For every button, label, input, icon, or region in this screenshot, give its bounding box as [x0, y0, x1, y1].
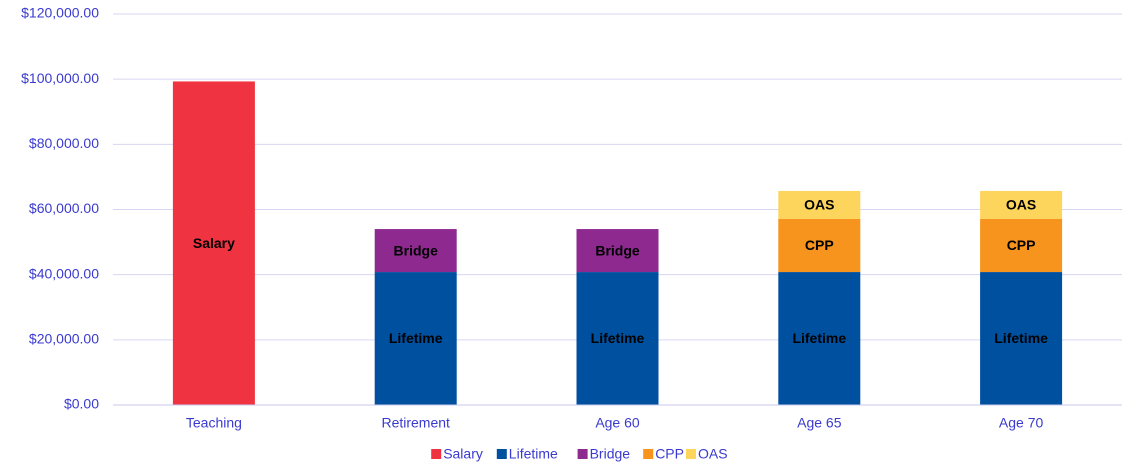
bar-segment — [778, 218, 861, 273]
legend-label: Salary — [443, 446, 483, 462]
bar-segment — [576, 272, 659, 405]
x-tick-label: Age 60 — [595, 415, 640, 431]
bar-segment — [778, 190, 861, 219]
legend-swatch — [686, 449, 696, 459]
x-tick-label: Age 70 — [999, 415, 1044, 431]
segment-label: Bridge — [595, 242, 640, 258]
legend-label: OAS — [698, 446, 728, 462]
legend-label: Lifetime — [509, 446, 558, 462]
segment-label: OAS — [804, 197, 834, 213]
segment-label: CPP — [805, 237, 834, 253]
x-tick-label: Teaching — [186, 415, 242, 431]
segment-label: Lifetime — [792, 330, 846, 346]
segment-label: Bridge — [394, 242, 439, 258]
legend-swatch — [643, 449, 654, 459]
legend-swatch — [496, 449, 507, 459]
y-tick-label: $40,000.00 — [29, 265, 99, 281]
x-tick-label: Retirement — [381, 415, 450, 431]
y-tick-label: $100,000.00 — [21, 70, 99, 86]
bar-segment — [374, 272, 457, 405]
bar-segment — [374, 229, 457, 273]
bar-segment — [172, 81, 255, 405]
segment-label: CPP — [1007, 237, 1036, 253]
y-tick-label: $80,000.00 — [29, 135, 99, 151]
y-tick-label: $20,000.00 — [29, 331, 99, 347]
segment-label: Lifetime — [591, 330, 645, 346]
segment-label: OAS — [1006, 197, 1036, 213]
bar-segment — [980, 190, 1063, 219]
y-tick-label: $120,000.00 — [21, 5, 99, 21]
x-tick-label: Age 65 — [797, 415, 842, 431]
y-tick-label: $0.00 — [64, 396, 99, 412]
bar-segment — [980, 218, 1063, 273]
legend-swatch — [431, 449, 442, 459]
bar-segment — [778, 272, 861, 405]
legend-swatch — [577, 449, 588, 459]
bar-segment — [576, 229, 659, 273]
y-tick-label: $60,000.00 — [29, 200, 99, 216]
segment-label: Salary — [193, 235, 235, 251]
segment-label: Lifetime — [389, 330, 443, 346]
bar-segment — [980, 272, 1063, 405]
legend-label: Bridge — [590, 446, 631, 462]
legend-label: CPP — [655, 446, 684, 462]
segment-label: Lifetime — [994, 330, 1048, 346]
